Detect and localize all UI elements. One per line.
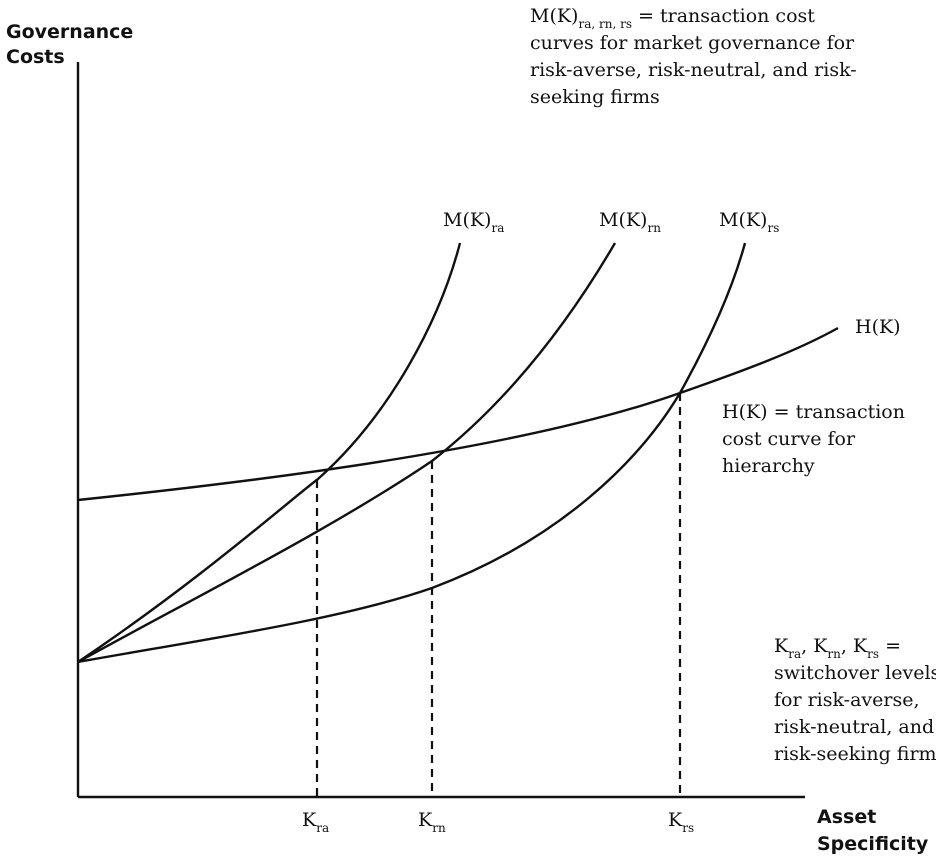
svg-text:M(K)ra, rn, rs = transaction: M(K)ra, rn, rs = transaction cost [530, 5, 815, 31]
curve-label-m-ra: M(K)ra [443, 209, 504, 235]
svg-text:hierarchy: hierarchy [722, 455, 815, 477]
svg-text:H(K) = transaction: H(K) = transaction [722, 401, 905, 423]
svg-text:risk-neutral, and: risk-neutral, and [774, 716, 934, 738]
market-curve-risk-seeking [77, 242, 747, 664]
y-axis-title-line-1: Governance [6, 21, 133, 43]
market-curve-risk-averse [77, 242, 462, 663]
svg-text:risk-averse, risk-neutral, and: risk-averse, risk-neutral, and risk- [530, 59, 857, 81]
svg-text:switchover levels: switchover levels [774, 662, 936, 684]
svg-text:Kra, Krn, Krs =: Kra, Krn, Krs = [774, 635, 901, 661]
svg-text:curves for market governance: curves for market governance for [530, 32, 855, 54]
svg-text:for risk-averse,: for risk-averse, [774, 689, 920, 711]
tick-label-k-rn: Krn [418, 809, 446, 835]
market-curve-risk-neutral [77, 242, 617, 664]
svg-text:risk-seeking firms: risk-seeking firms [774, 743, 936, 765]
tick-label-k-ra: Kra [302, 809, 329, 835]
switchover-levels-note: Kra, Krn, Krs = switchover levels for ri… [774, 635, 936, 765]
curve-label-m-rs: M(K)rs [719, 209, 779, 235]
svg-text:cost curve for: cost curve for [722, 428, 856, 450]
svg-text:seeking firms: seeking firms [530, 86, 660, 108]
market-curves-note: M(K)ra, rn, rs = transaction cost curves… [530, 5, 857, 108]
hierarchy-curve-note: H(K) = transaction cost curve for hierar… [722, 401, 905, 477]
tick-label-k-rs: Krs [668, 809, 694, 835]
x-axis-title-line-1: Asset [817, 806, 876, 828]
hierarchy-cost-curve [77, 326, 839, 502]
y-axis-title-line-2: Costs [6, 46, 65, 68]
x-axis-title-line-2: Specificity [817, 833, 929, 855]
curve-label-m-rn: M(K)rn [599, 209, 661, 235]
curve-label-h: H(K) [855, 316, 901, 338]
